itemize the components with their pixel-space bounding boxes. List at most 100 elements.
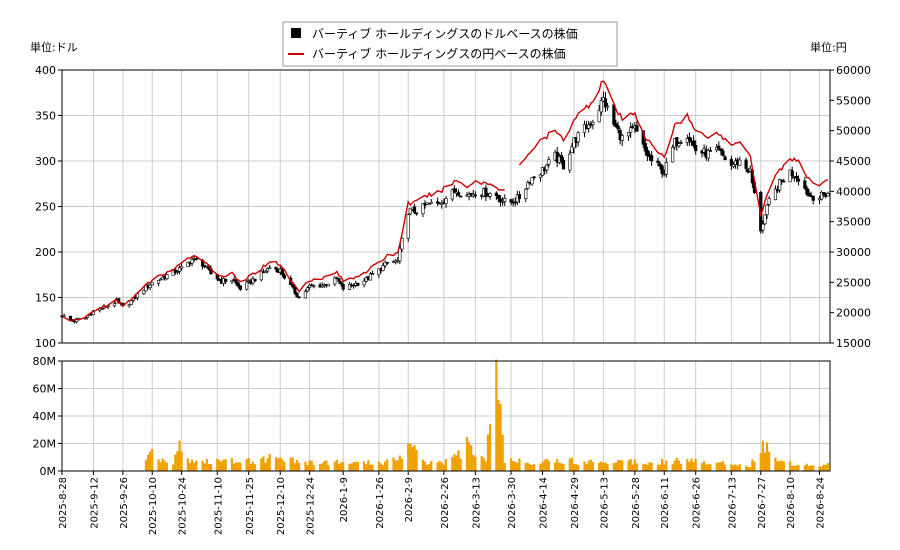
volume-bar xyxy=(251,461,255,471)
candle-down xyxy=(224,278,228,282)
volume-bar xyxy=(518,458,521,471)
left-axis-unit-label: 単位:ドル xyxy=(30,40,78,54)
x-tick-label: 2026-7-13 xyxy=(727,477,738,529)
volume-axis-ticks: 0M 20M 40M 60M 80M xyxy=(33,355,62,478)
volume-bar xyxy=(239,462,242,471)
candle-up xyxy=(576,132,580,143)
volume-bar xyxy=(807,466,811,471)
candle-down xyxy=(496,195,501,199)
x-tick-label: 2026-5-28 xyxy=(631,477,642,529)
volume-bar xyxy=(281,459,284,471)
candle-up xyxy=(377,268,381,275)
candle-up xyxy=(826,193,830,197)
volume-bar xyxy=(516,462,519,471)
candle-down xyxy=(796,178,801,182)
candle-up xyxy=(591,122,595,125)
candle-down xyxy=(744,159,748,169)
volume-bar xyxy=(619,460,622,471)
candle-down xyxy=(561,160,566,170)
volume-bar xyxy=(512,461,515,471)
left-tick-label: 300 xyxy=(35,155,56,168)
candle-up xyxy=(444,198,448,204)
candle-down xyxy=(650,155,654,162)
volume-bar xyxy=(782,461,785,471)
candle-up xyxy=(112,303,117,307)
legend-box xyxy=(282,21,618,67)
volume-tick-label: 20M xyxy=(33,438,57,451)
volume-bar xyxy=(174,454,177,471)
candle-up xyxy=(488,193,492,197)
volume-bar xyxy=(396,460,399,471)
volume-bar xyxy=(509,458,513,471)
x-tick-label: 2026-5-13 xyxy=(599,477,610,529)
volume-bar xyxy=(547,460,550,471)
volume-bar xyxy=(293,463,297,471)
candle-up xyxy=(347,284,352,290)
candle-down xyxy=(452,188,456,193)
volume-bar xyxy=(474,456,477,471)
volume-bar xyxy=(188,462,192,471)
volume-bar xyxy=(423,461,427,471)
candle-up xyxy=(526,182,530,189)
volume-bar xyxy=(677,460,681,471)
volume-bar xyxy=(574,464,578,471)
candle-up xyxy=(530,177,534,185)
volume-bar xyxy=(377,461,380,471)
candle-up xyxy=(383,261,387,267)
candle-up xyxy=(626,132,631,137)
volume-bar xyxy=(467,442,471,471)
volume-bar xyxy=(180,451,183,471)
volume-bar xyxy=(203,463,206,471)
volume-bar xyxy=(789,461,792,471)
candle-up xyxy=(263,270,268,273)
candle-down xyxy=(456,192,461,196)
volume-bar xyxy=(354,461,357,471)
x-tick-label: 2025-12-24 xyxy=(306,477,317,535)
volume-bar xyxy=(719,462,722,471)
candle-up xyxy=(177,267,182,272)
volume-bar xyxy=(732,465,735,471)
candle-up xyxy=(503,198,507,202)
volume-bar xyxy=(486,434,490,471)
volume-bar xyxy=(533,464,536,471)
candle-up xyxy=(664,162,668,175)
volume-bar xyxy=(245,459,248,471)
volume-bar xyxy=(621,460,624,471)
volume-bar xyxy=(409,443,412,471)
candle-up xyxy=(761,223,765,231)
candle-up xyxy=(398,247,402,262)
candle-down xyxy=(282,274,287,279)
volume-bar xyxy=(367,460,370,471)
candle-up xyxy=(326,283,331,287)
volume-bar xyxy=(795,465,798,471)
candle-up xyxy=(568,153,572,171)
volume-bar xyxy=(805,463,809,471)
volume-bar xyxy=(673,460,676,471)
x-tick-label: 2025-9-12 xyxy=(89,477,100,529)
volume-bar xyxy=(253,464,257,471)
volume-bar xyxy=(602,463,605,471)
candle-up xyxy=(408,208,412,215)
candle-up xyxy=(671,146,675,163)
volume-bar xyxy=(415,450,418,471)
candle-up xyxy=(259,270,263,281)
volume-bar xyxy=(342,461,345,471)
candle-down xyxy=(68,315,72,321)
candle-down xyxy=(238,285,242,290)
volume-bar xyxy=(751,459,754,471)
legend-usd-marker xyxy=(291,28,301,38)
volume-bar xyxy=(570,457,574,471)
volume-bar xyxy=(663,464,666,471)
volume-bar xyxy=(514,461,517,471)
x-tick-label: 2025-11-25 xyxy=(245,477,256,535)
volume-bar xyxy=(488,424,492,471)
volume-tick-label: 0M xyxy=(40,465,57,478)
candle-down xyxy=(415,212,419,215)
volume-bar xyxy=(631,464,634,471)
candle-up xyxy=(305,287,310,292)
candle-up xyxy=(245,281,249,290)
volume-bar xyxy=(394,460,397,471)
left-tick-label: 200 xyxy=(35,246,56,259)
candle-up xyxy=(308,284,312,288)
